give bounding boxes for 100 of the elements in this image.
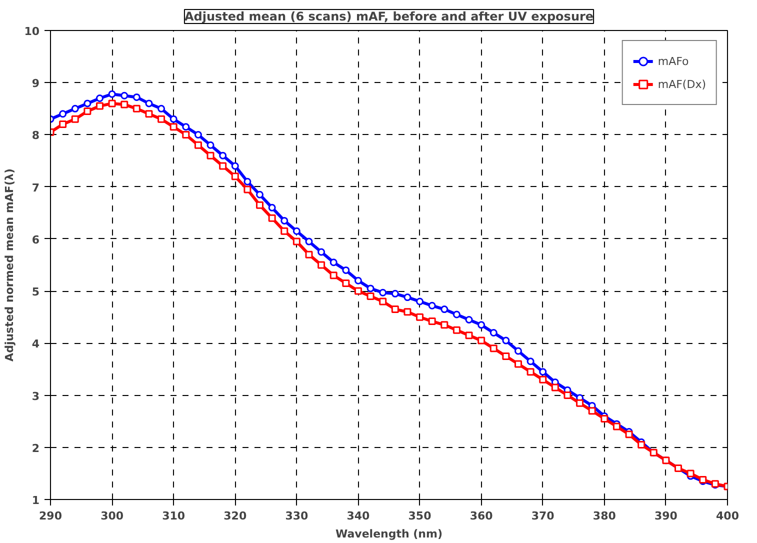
point	[292, 227, 300, 235]
point	[108, 100, 116, 108]
point	[502, 352, 510, 360]
point	[96, 94, 104, 102]
point	[268, 204, 276, 212]
point	[478, 336, 486, 344]
point	[280, 216, 288, 224]
y-tick-label: 3	[32, 390, 40, 403]
point	[452, 310, 460, 318]
point	[490, 329, 498, 336]
point	[305, 250, 313, 258]
x-tick-label: 340	[346, 510, 370, 522]
point	[71, 104, 79, 112]
point	[84, 100, 92, 108]
y-tick-label: 10	[24, 25, 40, 38]
point	[231, 172, 239, 180]
point	[120, 92, 128, 100]
point	[526, 368, 534, 376]
point	[96, 102, 104, 110]
point	[490, 344, 498, 352]
point	[342, 279, 350, 287]
y-tick-label: 9	[32, 77, 40, 90]
x-tick-label: 390	[654, 510, 678, 522]
legend-label: mAFo	[658, 54, 689, 68]
point	[551, 384, 559, 392]
y-tick-label: 4	[32, 338, 40, 351]
x-tick-label: 330	[285, 510, 309, 522]
point	[158, 115, 166, 123]
y-tick-label: 8	[32, 129, 40, 142]
point	[600, 414, 608, 422]
point	[145, 110, 153, 118]
point	[318, 248, 326, 256]
point	[59, 110, 67, 118]
x-tick-label: 380	[592, 510, 616, 522]
point	[342, 266, 350, 274]
point	[428, 318, 436, 326]
point	[182, 123, 190, 131]
x-tick-label: 350	[408, 510, 432, 522]
point	[404, 294, 412, 302]
x-tick-label: 320	[224, 510, 247, 522]
point	[404, 308, 412, 316]
point	[379, 288, 387, 296]
point	[478, 321, 486, 329]
y-tick-label: 7	[32, 181, 40, 194]
point	[539, 376, 547, 384]
point	[268, 214, 276, 222]
y-tick-label: 6	[32, 233, 40, 246]
point	[84, 108, 92, 116]
point	[231, 162, 239, 170]
point	[391, 290, 399, 298]
point	[366, 292, 374, 300]
point	[416, 298, 424, 306]
point	[244, 186, 252, 194]
point	[120, 100, 128, 108]
point	[576, 399, 584, 407]
point	[416, 313, 424, 321]
point	[318, 261, 326, 269]
point	[219, 152, 227, 160]
x-tick-label: 310	[162, 510, 186, 522]
point	[145, 100, 153, 108]
point	[465, 332, 473, 340]
legend-label: mAF(Dx)	[658, 78, 706, 90]
point	[379, 298, 387, 306]
point	[612, 422, 620, 430]
point	[638, 441, 646, 449]
point	[440, 306, 448, 314]
x-tick-label: 360	[470, 510, 494, 522]
point	[170, 115, 178, 123]
point	[354, 276, 362, 284]
point	[625, 430, 633, 438]
point	[132, 93, 140, 101]
point	[452, 326, 460, 334]
point	[292, 238, 300, 246]
point	[391, 306, 399, 314]
point	[539, 368, 547, 376]
y-tick-label: 2	[32, 442, 40, 455]
y-axis-title: Adjusted normed mean mAF(λ)	[3, 168, 16, 362]
point	[206, 141, 214, 149]
y-tick-label: 5	[32, 286, 40, 299]
point	[354, 287, 362, 295]
point	[256, 190, 264, 198]
point	[564, 392, 572, 400]
point	[219, 162, 227, 170]
point	[526, 358, 534, 366]
point	[256, 201, 264, 209]
point	[465, 316, 473, 324]
point	[59, 120, 67, 128]
y-tick-label: 1	[32, 494, 40, 507]
point	[366, 284, 374, 292]
point	[170, 123, 178, 131]
point	[206, 152, 214, 160]
point	[440, 321, 448, 329]
point	[280, 227, 288, 235]
point	[194, 130, 202, 138]
point	[158, 104, 166, 112]
x-axis-title: Wavelength (nm)	[336, 528, 442, 540]
x-tick-label: 300	[100, 510, 124, 522]
point	[330, 272, 338, 280]
point	[686, 470, 694, 478]
point	[244, 178, 252, 186]
